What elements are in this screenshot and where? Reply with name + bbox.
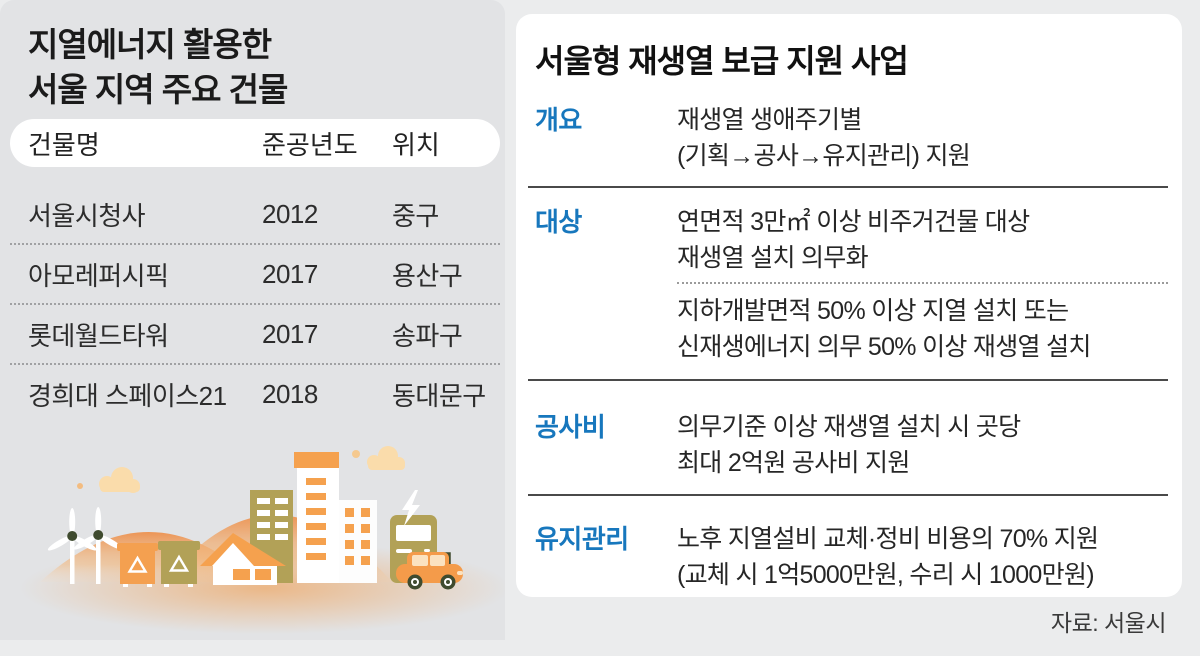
text-line: 최대 2억원 공사비 지원 (677, 449, 910, 477)
section-text-target-1: 연면적 3만㎡ 이상 비주거건물 대상 재생열 설치 의무화 (677, 204, 1030, 276)
building-location: 중구 (392, 200, 439, 231)
recycle-bins-icon (117, 541, 200, 587)
table-header-location: 위치 (392, 129, 440, 160)
table-header-building: 건물명 (28, 129, 100, 160)
table-row: 경희대 스페이스21 2018 동대문구 (10, 365, 500, 423)
table-body: 서울시청사 2012 중구 아모레퍼시픽 2017 용산구 롯데월드타워 201… (10, 185, 500, 423)
building-name: 롯데월드타워 (28, 320, 169, 351)
building-name: 아모레퍼시픽 (28, 260, 169, 291)
left-panel-title: 지열에너지 활용한 서울 지역 주요 건물 (28, 22, 288, 112)
completion-year: 2012 (262, 198, 318, 229)
section-label-target: 대상 (535, 207, 582, 237)
section-text-overview: 재생열 생애주기별 (기획→공사→유지관리) 지원 (677, 102, 971, 174)
table-header-year: 준공년도 (262, 129, 358, 160)
left-title-line-2: 서울 지역 주요 건물 (28, 71, 288, 108)
completion-year: 2018 (262, 378, 318, 409)
text-line: 연면적 3만㎡ 이상 비주거건물 대상 (677, 208, 1030, 236)
section-label-overview: 개요 (535, 105, 582, 135)
clouds-icon (77, 446, 405, 493)
lightning-icon (402, 490, 420, 526)
table-row: 롯데월드타워 2017 송파구 (10, 305, 500, 365)
building-location: 용산구 (392, 260, 463, 291)
text-line: 노후 지열설비 교체·정비 비용의 70% 지원 (677, 525, 1099, 553)
right-card: 서울형 재생열 보급 지원 사업 개요 재생열 생애주기별 (기획→공사→유지관… (516, 14, 1182, 597)
text-line: 신재생에너지 의무 50% 이상 재생열 설치 (677, 333, 1091, 361)
completion-year: 2017 (262, 258, 318, 289)
text-line: 재생열 설치 의무화 (677, 244, 869, 272)
house-icon (200, 533, 286, 585)
section-divider (528, 379, 1168, 381)
section-divider (528, 186, 1168, 188)
text-line: (교체 시 1억5000만원, 수리 시 1000만원) (677, 561, 1095, 589)
section-label-construction-cost: 공사비 (535, 412, 606, 442)
section-divider (528, 494, 1168, 496)
text-line: 재생열 생애주기별 (677, 106, 862, 134)
electric-car-icon (396, 552, 463, 590)
text-line: (기획→공사→유지관리) 지원 (677, 142, 971, 170)
left-title-line-1: 지열에너지 활용한 (28, 26, 272, 63)
left-panel: 지열에너지 활용한 서울 지역 주요 건물 건물명 준공년도 위치 서울시청사 … (0, 0, 505, 640)
building-location: 동대문구 (392, 380, 486, 411)
city-illustration (20, 446, 505, 634)
section-text-maintenance: 노후 지열설비 교체·정비 비용의 70% 지원 (교체 시 1억5000만원,… (677, 521, 1099, 593)
table-row: 아모레퍼시픽 2017 용산구 (10, 245, 500, 305)
section-text-target-2: 지하개발면적 50% 이상 지열 설치 또는 신재생에너지 의무 50% 이상 … (677, 293, 1091, 365)
section-text-construction-cost: 의무기준 이상 재생열 설치 시 곳당 최대 2억원 공사비 지원 (677, 409, 1021, 481)
card-title: 서울형 재생열 보급 지원 사업 (535, 43, 909, 79)
building-name: 경희대 스페이스21 (28, 380, 227, 411)
dotted-divider (677, 282, 1168, 284)
source-credit: 자료: 서울시 (1050, 610, 1167, 636)
text-line: 지하개발면적 50% 이상 지열 설치 또는 (677, 297, 1069, 325)
section-label-maintenance: 유지관리 (535, 524, 629, 554)
text-line: 의무기준 이상 재생열 설치 시 곳당 (677, 413, 1021, 441)
building-name: 서울시청사 (28, 200, 146, 231)
table-row: 서울시청사 2012 중구 (10, 185, 500, 245)
building-location: 송파구 (392, 320, 463, 351)
table-header-row: 건물명 준공년도 위치 (10, 119, 500, 167)
completion-year: 2017 (262, 318, 318, 349)
wind-turbine-icon (73, 507, 123, 584)
